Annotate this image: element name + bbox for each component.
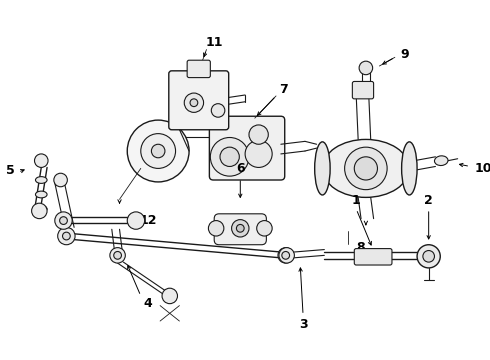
- Circle shape: [417, 245, 441, 268]
- FancyBboxPatch shape: [209, 116, 285, 180]
- Text: 3: 3: [299, 318, 307, 332]
- Circle shape: [60, 217, 67, 224]
- Text: 1: 1: [352, 194, 361, 207]
- Circle shape: [278, 248, 294, 263]
- Text: 4: 4: [143, 297, 152, 310]
- Circle shape: [151, 144, 165, 158]
- Circle shape: [54, 173, 67, 187]
- Circle shape: [344, 147, 387, 190]
- Text: 10: 10: [475, 162, 490, 175]
- Ellipse shape: [435, 156, 448, 166]
- Circle shape: [58, 227, 75, 245]
- Circle shape: [34, 154, 48, 167]
- Ellipse shape: [35, 206, 47, 212]
- Circle shape: [110, 248, 125, 263]
- Text: 2: 2: [424, 194, 433, 207]
- Text: 6: 6: [236, 162, 245, 175]
- FancyBboxPatch shape: [352, 81, 373, 99]
- Circle shape: [32, 203, 47, 219]
- FancyBboxPatch shape: [169, 71, 229, 130]
- FancyBboxPatch shape: [354, 249, 392, 265]
- Circle shape: [220, 147, 239, 166]
- Circle shape: [208, 221, 224, 236]
- Circle shape: [127, 212, 145, 229]
- Text: 5: 5: [6, 164, 15, 177]
- Circle shape: [141, 134, 175, 168]
- Circle shape: [63, 232, 70, 240]
- Circle shape: [55, 212, 72, 229]
- Circle shape: [211, 104, 225, 117]
- Circle shape: [354, 157, 377, 180]
- FancyBboxPatch shape: [214, 214, 267, 245]
- Circle shape: [279, 248, 294, 263]
- Text: 8: 8: [357, 241, 366, 254]
- Text: 9: 9: [400, 48, 409, 61]
- Circle shape: [114, 252, 122, 259]
- Circle shape: [257, 221, 272, 236]
- Ellipse shape: [315, 142, 330, 195]
- FancyBboxPatch shape: [187, 60, 210, 78]
- Ellipse shape: [35, 177, 47, 183]
- Circle shape: [184, 93, 203, 112]
- Circle shape: [236, 224, 244, 232]
- Ellipse shape: [402, 142, 417, 195]
- Circle shape: [423, 251, 435, 262]
- Ellipse shape: [322, 139, 409, 197]
- Ellipse shape: [35, 191, 47, 198]
- Circle shape: [210, 138, 249, 176]
- Circle shape: [249, 125, 269, 144]
- Text: 7: 7: [279, 83, 288, 96]
- Circle shape: [232, 220, 249, 237]
- Circle shape: [190, 99, 198, 107]
- Circle shape: [127, 120, 189, 182]
- Circle shape: [359, 61, 372, 75]
- Circle shape: [282, 252, 290, 259]
- Text: 11: 11: [205, 36, 223, 49]
- Circle shape: [162, 288, 177, 304]
- Circle shape: [245, 140, 272, 167]
- Text: 12: 12: [140, 214, 157, 227]
